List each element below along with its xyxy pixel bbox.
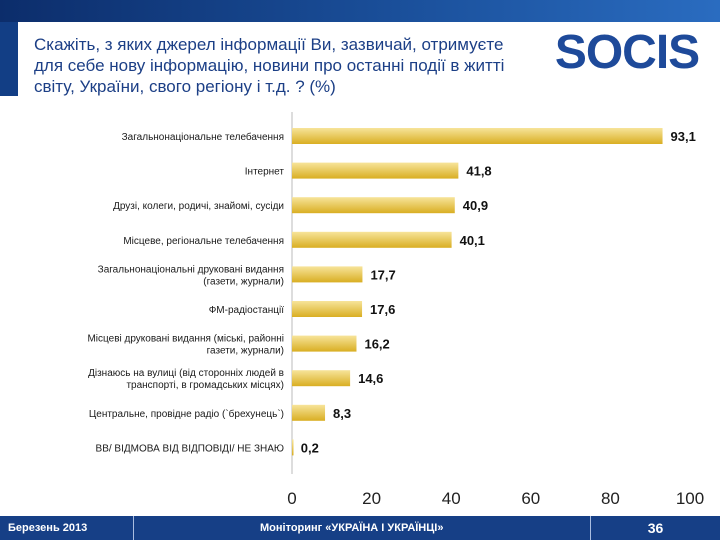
page-number: 36: [590, 516, 720, 540]
bar-1: [292, 162, 459, 179]
x-tick-label-1: 20: [362, 489, 381, 508]
footer-project: Моніторинг «УКРАЇНА І УКРАЇНЦІ»: [260, 522, 444, 534]
header-band: [0, 0, 720, 22]
x-tick-label-0: 0: [287, 489, 296, 508]
value-label-3: 40,1: [460, 233, 485, 248]
category-label-9: ВВ/ ВІДМОВА ВІД ВІДПОВІДІ/ НЕ ЗНАЮ: [96, 443, 284, 454]
bar-0: [292, 128, 663, 144]
category-label-3: Місцеве, регіональне телебачення: [123, 235, 284, 247]
bar-2: [292, 197, 455, 214]
logo-text: SOCIS: [555, 26, 699, 76]
value-label-7: 14,6: [358, 371, 383, 386]
value-label-2: 40,9: [463, 198, 488, 213]
bar-8: [292, 404, 326, 421]
x-tick-label-5: 100: [676, 489, 704, 508]
value-label-6: 16,2: [364, 337, 389, 352]
bar-5: [292, 301, 363, 317]
bar-4: [292, 266, 363, 283]
value-label-1: 41,8: [466, 164, 491, 179]
category-label-7: Дізнаюсь на вулиці (від сторонніх людей …: [88, 368, 284, 391]
category-label-4: Загальнонаціональні друковані видання (га…: [98, 264, 284, 287]
bar-6: [292, 335, 357, 352]
bar-3: [292, 231, 452, 248]
value-label-9: 0,2: [301, 440, 319, 455]
category-label-5: ФМ-радіостанції: [209, 305, 285, 316]
footer-date: Березень 2013: [8, 522, 88, 534]
left-accent-bar: [0, 22, 18, 96]
footer-divider: [133, 516, 134, 540]
x-tick-label-4: 80: [601, 489, 620, 508]
bar-7: [292, 370, 351, 387]
category-label-8: Центральне, провідне радіо (`брехунець`): [89, 408, 284, 420]
socis-logo: SOCIS: [555, 26, 700, 76]
category-label-6: Місцеві друковані видання (міські, район…: [87, 334, 284, 357]
bar-9: [292, 439, 294, 456]
value-label-0: 93,1: [671, 129, 696, 144]
category-label-2: Друзі, колеги, родичі, знайомі, сусіди: [113, 201, 284, 212]
x-tick-label-3: 60: [521, 489, 540, 508]
page-title: Скажіть, з яких джерел інформації Ви, за…: [34, 35, 505, 96]
x-tick-label-2: 40: [442, 489, 461, 508]
value-label-4: 17,7: [370, 267, 395, 282]
category-label-1: Інтернет: [245, 167, 285, 178]
value-label-5: 17,6: [370, 302, 395, 317]
footer: Березень 2013 Моніторинг «УКРАЇНА І УКРА…: [0, 516, 720, 540]
category-label-0: Загальнонаціональне телебачення: [122, 131, 284, 143]
value-label-8: 8,3: [333, 406, 351, 421]
bar-chart: Загальнонаціональне телебачення 93,1 Інтер…: [87, 112, 704, 508]
